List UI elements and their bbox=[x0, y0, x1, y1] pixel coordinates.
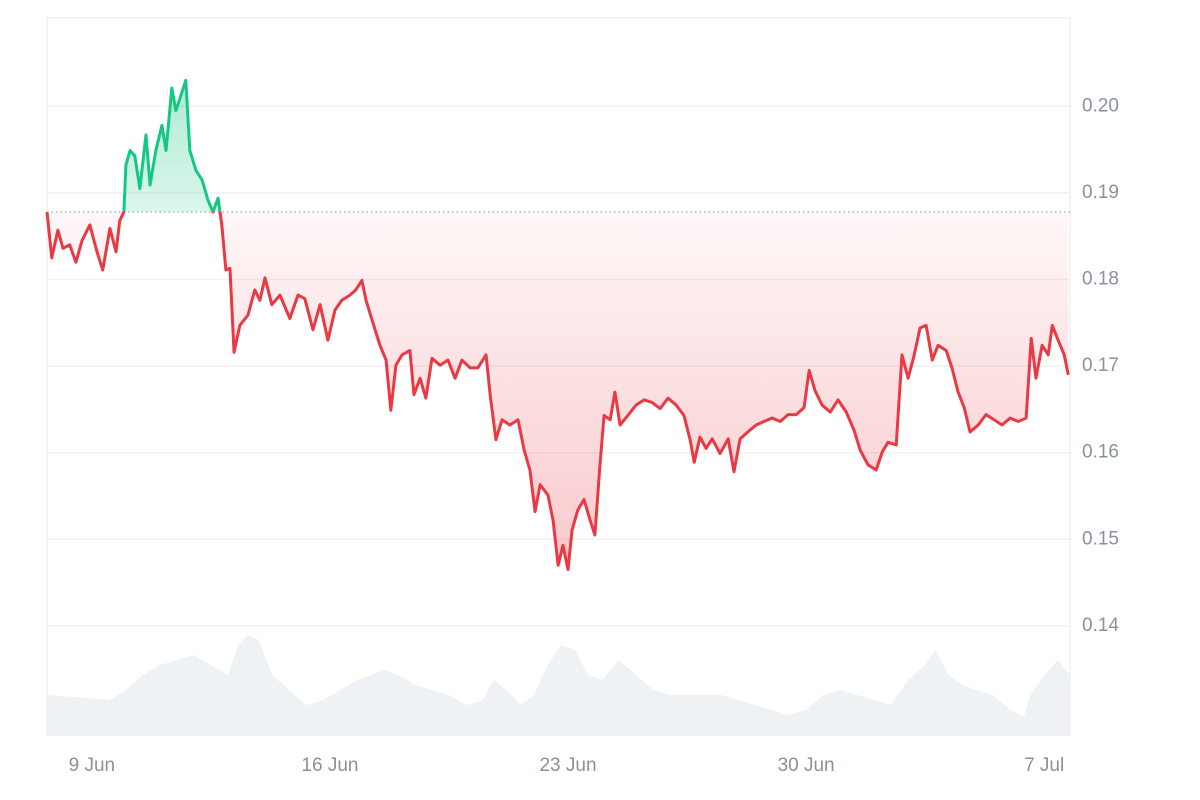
y-tick-label: 0.18 bbox=[1082, 269, 1119, 290]
x-tick-label: 7 Jul bbox=[1024, 755, 1064, 776]
x-tick-label: 23 Jun bbox=[539, 755, 596, 776]
volume-area bbox=[47, 635, 1070, 735]
y-tick-label: 0.19 bbox=[1082, 182, 1119, 203]
y-tick-label: 0.20 bbox=[1082, 95, 1119, 116]
y-tick-label: 0.16 bbox=[1082, 442, 1119, 463]
x-tick-label: 30 Jun bbox=[778, 755, 835, 776]
x-tick-label: 9 Jun bbox=[69, 755, 115, 776]
y-tick-label: 0.15 bbox=[1082, 528, 1119, 549]
price-line bbox=[45, 78, 1070, 572]
y-tick-label: 0.14 bbox=[1082, 615, 1119, 636]
y-tick-label: 0.17 bbox=[1082, 355, 1119, 376]
area-fill bbox=[47, 80, 1069, 570]
x-tick-label: 16 Jun bbox=[301, 755, 358, 776]
